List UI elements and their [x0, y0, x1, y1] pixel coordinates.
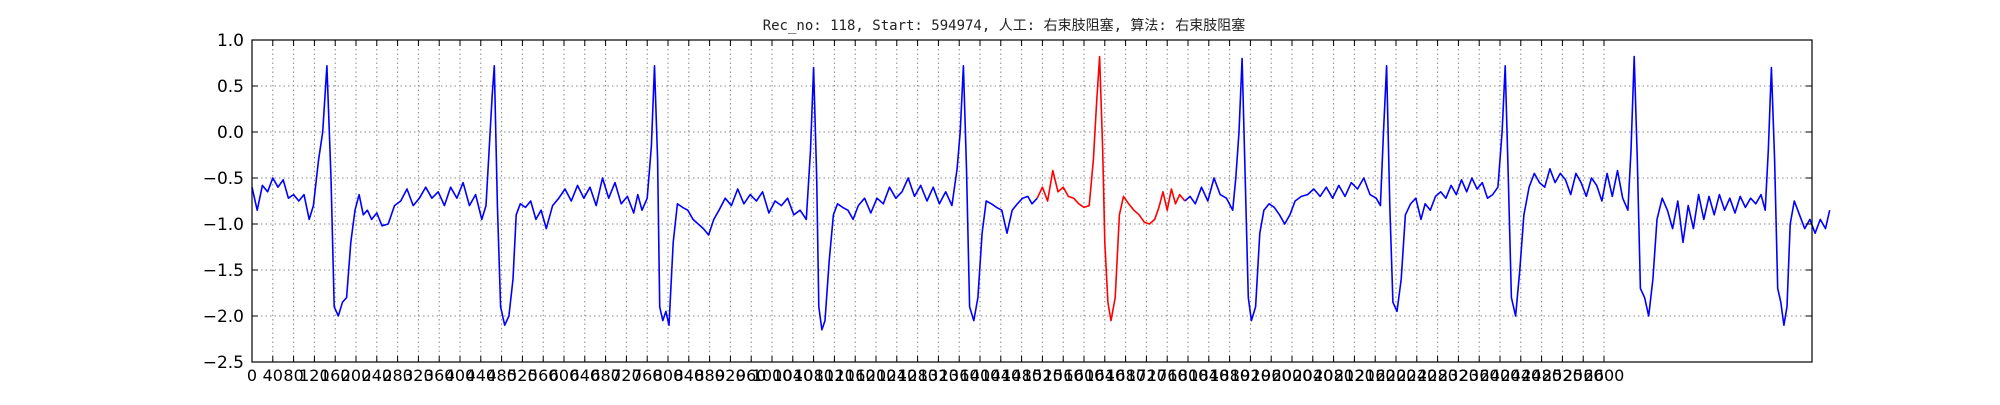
x-tick-label: 1080: [793, 366, 834, 385]
series-line-0: [251, 65, 1038, 331]
x-tick-label: 1200: [856, 366, 897, 385]
x-tick-label: 2560: [1563, 366, 1604, 385]
series-line-2: [1184, 55, 1831, 327]
y-tick-label: 0.5: [217, 77, 244, 97]
x-tick-label: 2200: [1376, 366, 1417, 385]
x-tick-label: 40: [263, 366, 283, 385]
x-tick-label: 1120: [814, 366, 855, 385]
x-tick-label: 1440: [980, 366, 1021, 385]
x-tick-label: 2280: [1417, 366, 1458, 385]
x-tick-label: 280: [382, 366, 413, 385]
x-tick-label: 1280: [897, 366, 938, 385]
x-tick-label: 2520: [1542, 366, 1583, 385]
x-tick-label: 2040: [1292, 366, 1333, 385]
x-tick-label: 160: [320, 366, 351, 385]
x-tick-label: 720: [611, 366, 642, 385]
x-tick-label: 1600: [1064, 366, 1105, 385]
x-tick-label: 840: [674, 366, 705, 385]
x-tick-label: 760: [632, 366, 663, 385]
x-tick-label: 2000: [1272, 366, 1313, 385]
y-tick-label: −1.5: [203, 261, 244, 281]
x-tick-label: 960: [736, 366, 767, 385]
plot-frame: [251, 39, 1813, 363]
x-tick-label: 920: [715, 366, 746, 385]
y-tick-label: 0.0: [217, 123, 244, 143]
x-tick-label: 1240: [876, 366, 917, 385]
x-tick-label: 1800: [1168, 366, 1209, 385]
chart-title: Rec_no: 118, Start: 594974, 人工: 右束肢阻塞, 算…: [763, 17, 1246, 34]
x-tick-label: 640: [570, 366, 601, 385]
x-tick-label: 2120: [1334, 366, 1375, 385]
x-tick-label: 1000: [752, 366, 793, 385]
x-tick-label: 2400: [1480, 366, 1521, 385]
x-tick-label: 2080: [1313, 366, 1354, 385]
x-tick-label: 1360: [939, 366, 980, 385]
y-axis-ticks: 1.0 0.5 0.0 −0.5 −1.0 −1.5 −2.0 −2.5: [203, 31, 1812, 373]
x-tick-label: 240: [362, 366, 393, 385]
x-tick-label: 1720: [1126, 366, 1167, 385]
x-tick-label: 2600: [1584, 366, 1625, 385]
x-tick-label: 1640: [1084, 366, 1125, 385]
x-tick-label: 2160: [1355, 366, 1396, 385]
x-tick-label: 1840: [1188, 366, 1229, 385]
x-tick-label: 880: [694, 366, 725, 385]
x-tick-label: 2360: [1459, 366, 1500, 385]
x-tick-label: 800: [653, 366, 684, 385]
x-tick-label: 1880: [1209, 366, 1250, 385]
x-tick-label: 120: [299, 366, 330, 385]
x-tick-label: 1960: [1251, 366, 1292, 385]
x-tick-label: 1040: [772, 366, 813, 385]
x-tick-label: 1320: [918, 366, 959, 385]
x-tick-label: 1680: [1105, 366, 1146, 385]
x-tick-label: 560: [528, 366, 559, 385]
x-tick-label: 480: [486, 366, 517, 385]
x-tick-label: 520: [507, 366, 538, 385]
series-line-1: [1036, 55, 1186, 322]
series-group: [251, 55, 1831, 331]
x-tick-label: 2240: [1396, 366, 1437, 385]
y-tick-label: −2.0: [203, 307, 244, 327]
x-axis-ticks: 0 40 8012016020024028032036040044048052056…: [247, 40, 1624, 385]
x-tick-label: 2320: [1438, 366, 1479, 385]
x-tick-label: 400: [445, 366, 476, 385]
x-tick-label: 600: [549, 366, 580, 385]
x-tick-label: 320: [403, 366, 434, 385]
x-tick-label: 1920: [1230, 366, 1271, 385]
y-tick-label: −1.0: [203, 215, 244, 235]
y-tick-label: −2.5: [203, 353, 244, 373]
x-tick-label: 680: [590, 366, 621, 385]
y-tick-label: 1.0: [217, 31, 244, 51]
x-tick-label: 1520: [1022, 366, 1063, 385]
x-tick-label: 440: [466, 366, 497, 385]
x-tick-label: 0: [247, 366, 257, 385]
x-tick-label: 1560: [1043, 366, 1084, 385]
x-tick-label: 2440: [1500, 366, 1541, 385]
x-tick-label: 1160: [835, 366, 876, 385]
y-tick-label: −0.5: [203, 169, 244, 189]
x-tick-label: 360: [424, 366, 455, 385]
x-tick-label: 1760: [1147, 366, 1188, 385]
x-tick-label: 200: [341, 366, 372, 385]
x-tick-label: 80: [283, 366, 303, 385]
x-tick-label: 2480: [1521, 366, 1562, 385]
x-tick-label: 1480: [1001, 366, 1042, 385]
x-tick-label: 1400: [960, 366, 1001, 385]
